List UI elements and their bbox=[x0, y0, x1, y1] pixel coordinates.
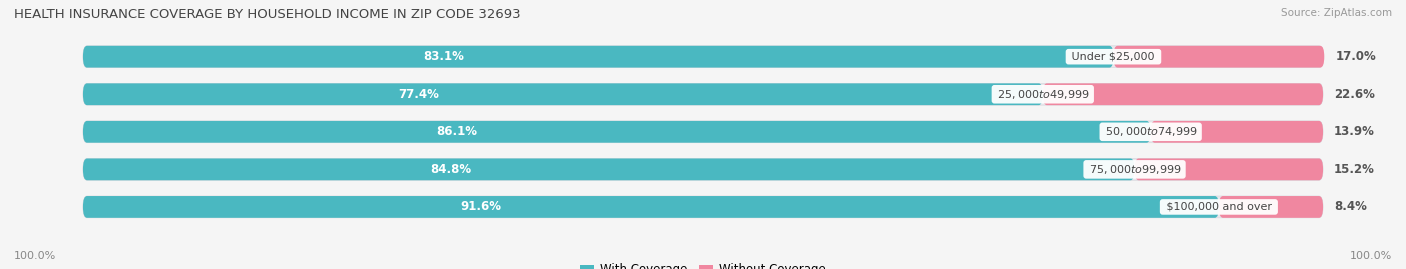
Text: HEALTH INSURANCE COVERAGE BY HOUSEHOLD INCOME IN ZIP CODE 32693: HEALTH INSURANCE COVERAGE BY HOUSEHOLD I… bbox=[14, 8, 520, 21]
Text: Source: ZipAtlas.com: Source: ZipAtlas.com bbox=[1281, 8, 1392, 18]
FancyBboxPatch shape bbox=[83, 46, 1114, 68]
Text: 15.2%: 15.2% bbox=[1334, 163, 1375, 176]
FancyBboxPatch shape bbox=[1114, 46, 1324, 68]
Legend: With Coverage, Without Coverage: With Coverage, Without Coverage bbox=[575, 259, 831, 269]
Text: 91.6%: 91.6% bbox=[460, 200, 501, 213]
FancyBboxPatch shape bbox=[1150, 121, 1323, 143]
FancyBboxPatch shape bbox=[83, 158, 1323, 180]
FancyBboxPatch shape bbox=[83, 158, 1135, 180]
FancyBboxPatch shape bbox=[1135, 158, 1323, 180]
FancyBboxPatch shape bbox=[1219, 196, 1323, 218]
Text: 8.4%: 8.4% bbox=[1334, 200, 1367, 213]
Text: 84.8%: 84.8% bbox=[430, 163, 471, 176]
Text: 86.1%: 86.1% bbox=[436, 125, 477, 138]
Text: Under $25,000: Under $25,000 bbox=[1069, 52, 1159, 62]
Text: $25,000 to $49,999: $25,000 to $49,999 bbox=[994, 88, 1091, 101]
Text: 13.9%: 13.9% bbox=[1334, 125, 1375, 138]
Text: 100.0%: 100.0% bbox=[14, 251, 56, 261]
FancyBboxPatch shape bbox=[83, 196, 1219, 218]
FancyBboxPatch shape bbox=[83, 46, 1323, 68]
Text: $75,000 to $99,999: $75,000 to $99,999 bbox=[1087, 163, 1182, 176]
Text: 22.6%: 22.6% bbox=[1334, 88, 1375, 101]
FancyBboxPatch shape bbox=[83, 196, 1323, 218]
Text: 100.0%: 100.0% bbox=[1350, 251, 1392, 261]
Text: 77.4%: 77.4% bbox=[398, 88, 439, 101]
FancyBboxPatch shape bbox=[83, 121, 1150, 143]
FancyBboxPatch shape bbox=[83, 83, 1043, 105]
Text: $50,000 to $74,999: $50,000 to $74,999 bbox=[1102, 125, 1199, 138]
FancyBboxPatch shape bbox=[83, 121, 1323, 143]
FancyBboxPatch shape bbox=[1043, 83, 1323, 105]
FancyBboxPatch shape bbox=[83, 83, 1323, 105]
Text: $100,000 and over: $100,000 and over bbox=[1163, 202, 1275, 212]
Text: 17.0%: 17.0% bbox=[1336, 50, 1376, 63]
Text: 83.1%: 83.1% bbox=[423, 50, 464, 63]
